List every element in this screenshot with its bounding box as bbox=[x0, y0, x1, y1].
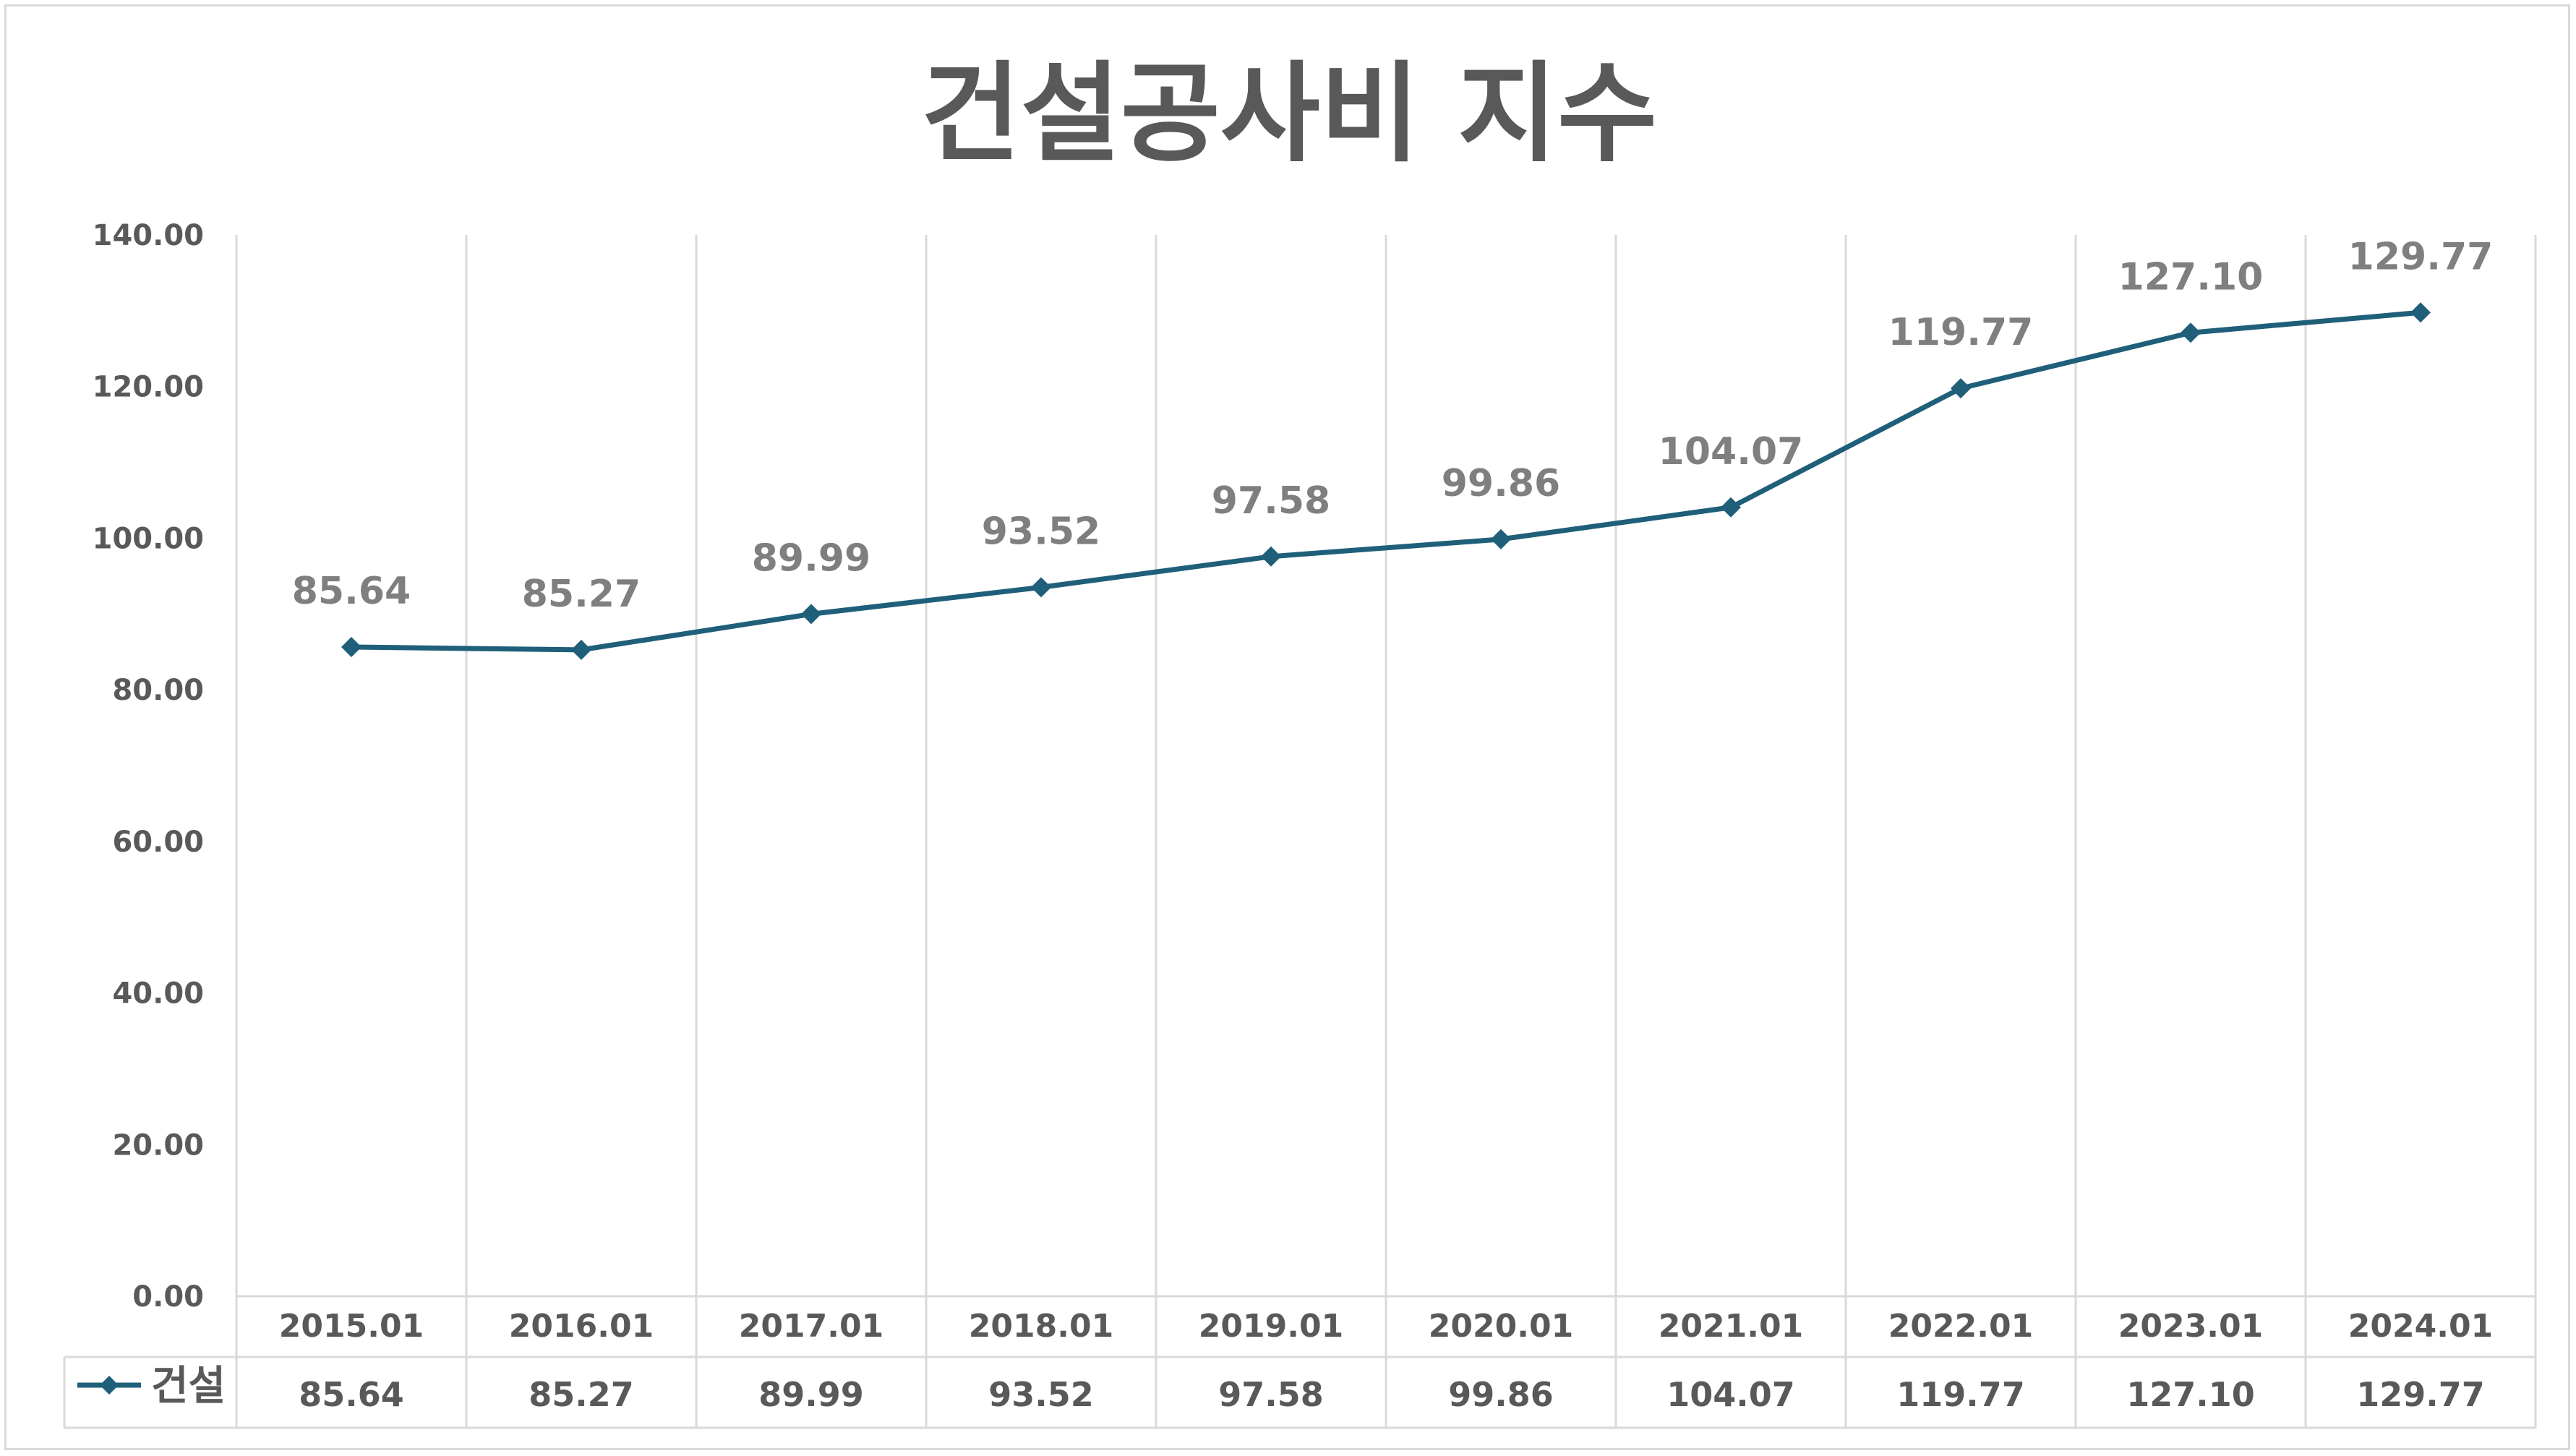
chart-frame: 건설공사비 지수 0.00 20.00 40.00 60.00 80.00 100.00 1… bbox=[4, 4, 2570, 1450]
x-category-label: 2017.01 bbox=[739, 1308, 883, 1345]
table-value: 93.52 bbox=[988, 1375, 1094, 1414]
data-label: 97.58 bbox=[1212, 479, 1330, 523]
series-line bbox=[351, 309, 2421, 653]
data-label: 129.77 bbox=[2348, 235, 2494, 278]
x-category-label: 2022.01 bbox=[1888, 1308, 2033, 1345]
x-category-label: 2015.01 bbox=[279, 1308, 424, 1345]
data-label: 127.10 bbox=[2118, 255, 2264, 299]
y-tick-label: 100.00 bbox=[93, 522, 204, 555]
data-point-marker bbox=[1261, 546, 1281, 567]
x-category-label: 2023.01 bbox=[2118, 1308, 2263, 1345]
y-tick-label: 120.00 bbox=[93, 371, 204, 404]
y-tick-label: 140.00 bbox=[93, 219, 204, 252]
data-label: 85.27 bbox=[522, 573, 641, 616]
table-value: 85.64 bbox=[299, 1375, 404, 1414]
line-chart: 건설공사비 지수 0.00 20.00 40.00 60.00 80.00 100.00 1… bbox=[63, 51, 2537, 1429]
data-label: 119.77 bbox=[1888, 311, 2034, 354]
x-category-label: 2016.01 bbox=[509, 1308, 654, 1345]
table-value: 89.99 bbox=[758, 1375, 864, 1414]
legend-label: 건설 bbox=[151, 1363, 226, 1410]
x-category-label: 2021.01 bbox=[1659, 1308, 1803, 1345]
grid-layer bbox=[235, 235, 2537, 1296]
table-value: 99.86 bbox=[1448, 1375, 1554, 1414]
table-value: 119.77 bbox=[1896, 1375, 2025, 1414]
x-category-label: 2020.01 bbox=[1429, 1308, 1573, 1345]
y-tick-label: 60.00 bbox=[112, 826, 204, 859]
table-value: 85.27 bbox=[529, 1375, 634, 1414]
chart-title: 건설공사비 지수 bbox=[921, 51, 1657, 177]
y-tick-label: 0.00 bbox=[132, 1280, 204, 1314]
data-point-marker bbox=[1491, 528, 1511, 549]
data-point-marker bbox=[1031, 577, 1051, 598]
data-label: 85.64 bbox=[292, 570, 411, 613]
table-value: 97.58 bbox=[1218, 1375, 1324, 1414]
data-label: 104.07 bbox=[1659, 430, 1804, 474]
legend-marker bbox=[100, 1376, 119, 1395]
y-tick-label: 20.00 bbox=[112, 1129, 204, 1162]
data-point-marker bbox=[2181, 322, 2201, 343]
data-label: 89.99 bbox=[752, 536, 870, 580]
y-tick-label: 40.00 bbox=[112, 977, 204, 1011]
data-table: 2015.01 2016.01 2017.01 2018.01 2019.01 2020.… bbox=[63, 1295, 2537, 1429]
data-point-marker bbox=[341, 637, 361, 658]
x-category-label: 2018.01 bbox=[969, 1308, 1113, 1345]
data-point-marker bbox=[1951, 378, 1971, 399]
table-value: 104.07 bbox=[1666, 1375, 1795, 1414]
data-point-marker bbox=[801, 604, 821, 625]
data-point-marker bbox=[2410, 302, 2431, 323]
x-category-label: 2024.01 bbox=[2348, 1308, 2493, 1345]
x-category-label: 2019.01 bbox=[1199, 1308, 1343, 1345]
data-labels: 85.64 85.27 89.99 93.52 97.58 99.86 104.07 119.… bbox=[292, 235, 2494, 616]
data-label: 93.52 bbox=[982, 510, 1100, 553]
table-value: 127.10 bbox=[2126, 1375, 2255, 1414]
y-axis: 0.00 20.00 40.00 60.00 80.00 100.00 120.00 140.… bbox=[93, 219, 204, 1314]
table-value: 129.77 bbox=[2356, 1375, 2485, 1414]
series-layer bbox=[341, 302, 2431, 660]
y-tick-label: 80.00 bbox=[112, 674, 204, 707]
data-point-marker bbox=[571, 639, 591, 660]
data-label: 99.86 bbox=[1442, 462, 1560, 505]
data-point-marker bbox=[1721, 497, 1741, 518]
